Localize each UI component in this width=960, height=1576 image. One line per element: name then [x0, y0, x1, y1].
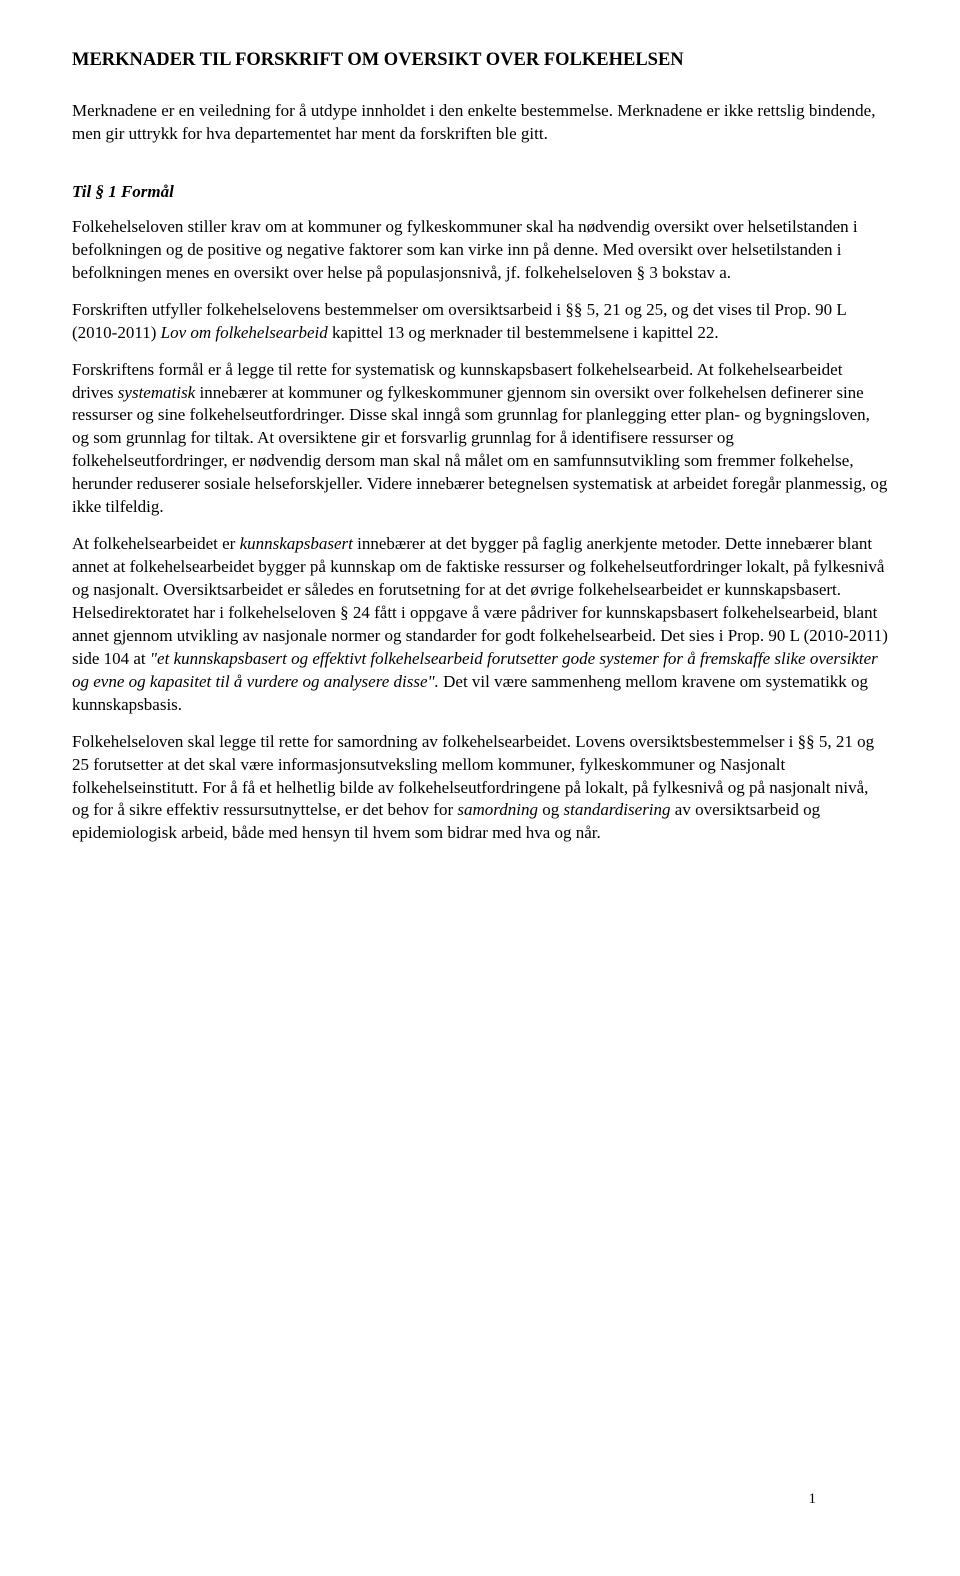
paragraph-5-italic-b: samordning — [457, 800, 538, 819]
paragraph-5-italic-d: standardisering — [563, 800, 670, 819]
paragraph-5-text-c: og — [538, 800, 564, 819]
paragraph-2: Forskriften utfyller folkehelselovens be… — [72, 299, 888, 345]
paragraph-4-text-a: At folkehelsearbeidet er — [72, 534, 240, 553]
document-page: MERKNADER TIL FORSKRIFT OM OVERSIKT OVER… — [72, 48, 888, 1528]
paragraph-3-text-c: innebærer at kommuner og fylkeskommuner … — [72, 383, 887, 517]
paragraph-4: At folkehelsearbeidet er kunnskapsbasert… — [72, 533, 888, 717]
paragraph-4-italic-b: kunnskapsbasert — [240, 534, 353, 553]
paragraph-1-text: Folkehelseloven stiller krav om at kommu… — [72, 217, 858, 282]
paragraph-4-text-c: innebærer at det bygger på faglig anerkj… — [72, 534, 888, 668]
paragraph-2-text-c: kapittel 13 og merknader til bestemmelse… — [328, 323, 719, 342]
paragraph-3: Forskriftens formål er å legge til rette… — [72, 359, 888, 520]
section-heading: Til § 1 Formål — [72, 182, 888, 202]
page-number: 1 — [809, 1491, 817, 1508]
paragraph-1: Folkehelseloven stiller krav om at kommu… — [72, 216, 888, 285]
document-title: MERKNADER TIL FORSKRIFT OM OVERSIKT OVER… — [72, 48, 888, 72]
paragraph-3-italic: systematisk — [118, 383, 195, 402]
paragraph-2-italic: Lov om folkehelsearbeid — [161, 323, 328, 342]
intro-paragraph: Merknadene er en veiledning for å utdype… — [72, 100, 888, 146]
paragraph-5: Folkehelseloven skal legge til rette for… — [72, 731, 888, 846]
